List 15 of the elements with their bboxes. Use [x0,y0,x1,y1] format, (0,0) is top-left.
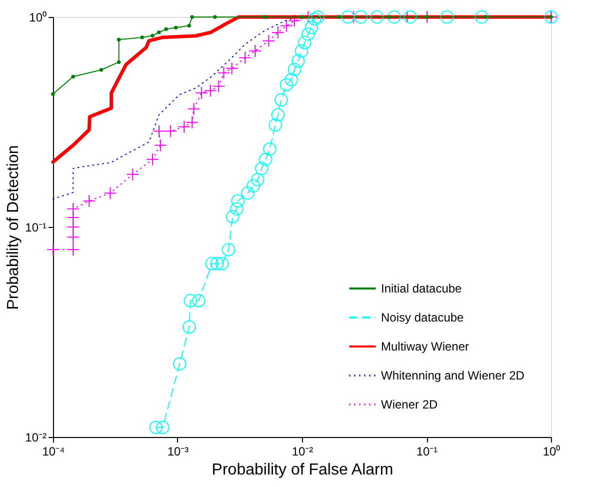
legend-label: Multiway Wiener [381,340,470,354]
x-tick-label: 10⁰ [542,444,560,458]
legend-label: Wiener 2D [381,398,438,412]
legend-label: Noisy datacube [381,310,464,324]
x-tick-label: 10⁻² [292,444,314,458]
y-tick-label: 10⁰ [29,10,46,24]
y-axis-title: Probability of Detection [5,145,22,310]
x-tick-label: 10⁻³ [167,444,189,458]
x-axis-title: Probability of False Alarm [212,462,394,478]
y-tick-label: 10⁻² [25,430,47,444]
y-tick-label: 10⁻¹ [25,220,47,234]
legend-label: Initial datacube [381,282,462,296]
legend-label: Whitenning and Wiener 2D [381,368,525,382]
x-tick-label: 10⁻⁴ [42,444,65,458]
x-tick-label: 10⁻¹ [416,444,438,458]
